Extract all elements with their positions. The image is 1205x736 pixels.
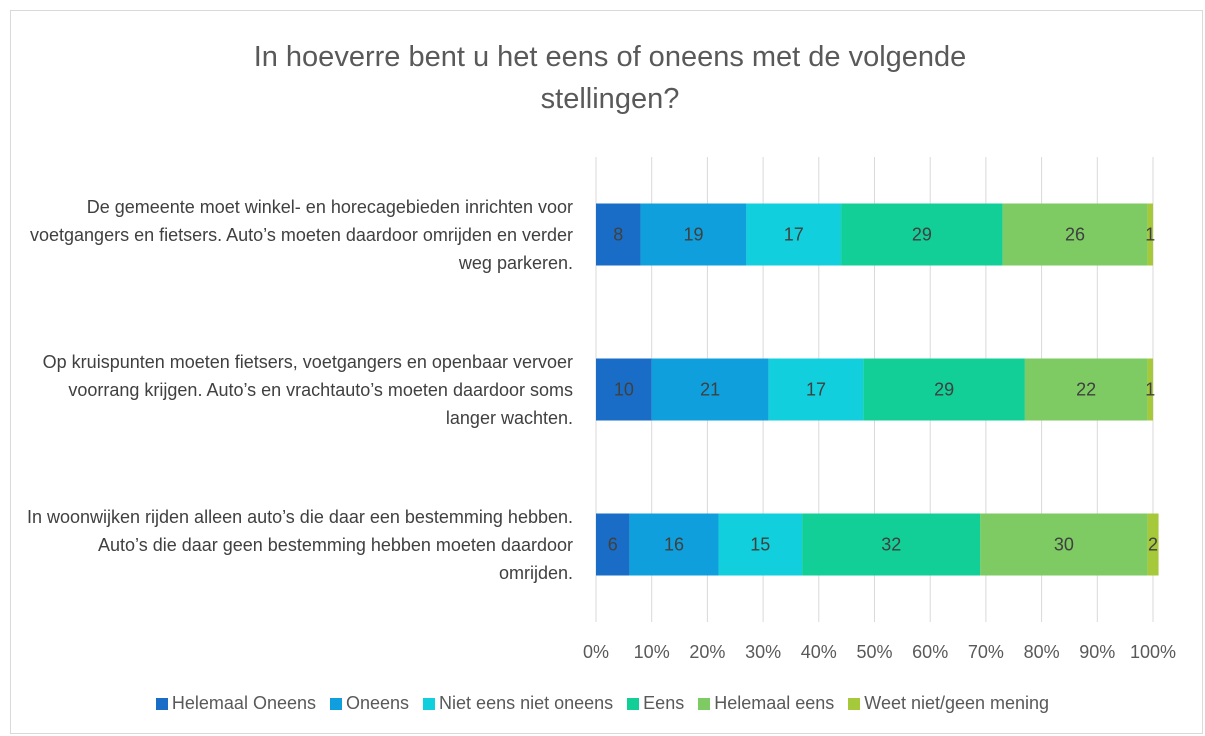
data-label: 1 [1145, 379, 1155, 399]
data-label: 6 [608, 534, 618, 554]
legend-label: Weet niet/geen mening [864, 693, 1050, 713]
data-label: 15 [750, 534, 770, 554]
legend-label: Niet eens niet oneens [439, 693, 614, 713]
bar-segment [1002, 203, 1148, 266]
x-tick-label: 100% [1130, 642, 1176, 662]
bar-segment [718, 513, 803, 576]
legend-item: Oneens [330, 693, 409, 714]
data-label: 1 [1145, 224, 1155, 244]
data-label: 29 [912, 224, 932, 244]
legend-item: Eens [627, 693, 684, 714]
x-tick-label: 40% [801, 642, 837, 662]
data-label: 16 [664, 534, 684, 554]
bar-segment [802, 513, 981, 576]
bar-segment [596, 358, 652, 421]
bar-segment [640, 203, 747, 266]
data-label: 26 [1065, 224, 1085, 244]
x-tick-label: 80% [1024, 642, 1060, 662]
bar-segment [841, 203, 1003, 266]
data-label: 32 [881, 534, 901, 554]
bar-segment [980, 513, 1148, 576]
data-label: 21 [700, 379, 720, 399]
x-tick-label: 30% [745, 642, 781, 662]
bar-segment [1147, 203, 1153, 266]
chart-title: In hoeverre bent u het eens of oneens me… [253, 41, 967, 115]
bar-segment [1147, 513, 1159, 576]
data-label: 2 [1148, 534, 1158, 554]
data-label: 30 [1054, 534, 1074, 554]
legend-label: Eens [643, 693, 685, 713]
data-label: 17 [806, 379, 826, 399]
bar-segment [651, 358, 769, 421]
legend-swatch [155, 697, 168, 710]
legend-swatch [423, 697, 436, 710]
bar-segment [863, 358, 1025, 421]
legend-swatch [330, 697, 342, 710]
bar-segment [746, 203, 842, 266]
bar-segment [629, 513, 719, 576]
x-tick-label: 20% [689, 642, 725, 662]
x-tick-label: 60% [912, 642, 948, 662]
legend-item: Helemaal Oneens [155, 693, 316, 714]
category-label: In woonwijken rijden alleen auto’s die d… [26, 506, 573, 583]
legend-item: Weet niet/geen mening [848, 693, 1049, 714]
chart-border [10, 10, 1203, 734]
x-tick-label: 90% [1079, 642, 1115, 662]
bar-segment [1024, 358, 1148, 421]
bar-segment [596, 203, 641, 266]
category-label: Op kruispunten moeten fietsers, voetgang… [42, 351, 573, 428]
bar-segment [596, 513, 630, 576]
data-label: 29 [934, 379, 954, 399]
legend-label: Helemaal Oneens [171, 693, 316, 713]
x-tick-label: 0% [583, 642, 609, 662]
legend-swatch [698, 697, 711, 710]
x-tick-label: 50% [856, 642, 892, 662]
legend: Helemaal Oneens Oneens Niet eens niet onee… [0, 693, 1205, 714]
x-tick-label: 70% [968, 642, 1004, 662]
data-label: 10 [614, 379, 634, 399]
legend-label: Helemaal eens [714, 693, 835, 713]
legend-item: Helemaal eens [698, 693, 834, 714]
data-label: 8 [613, 224, 623, 244]
bar-segment [768, 358, 864, 421]
data-label: 19 [683, 224, 703, 244]
legend-swatch [848, 697, 861, 710]
data-label: 17 [784, 224, 804, 244]
x-tick-label: 10% [634, 642, 670, 662]
legend-swatch [627, 697, 640, 710]
data-label: 22 [1076, 379, 1096, 399]
category-label: De gemeente moet winkel- en horecagebied… [30, 196, 573, 273]
bar-segment [1147, 358, 1153, 421]
legend-item: Niet eens niet oneens [423, 693, 613, 714]
legend-label: Oneens [346, 693, 410, 713]
